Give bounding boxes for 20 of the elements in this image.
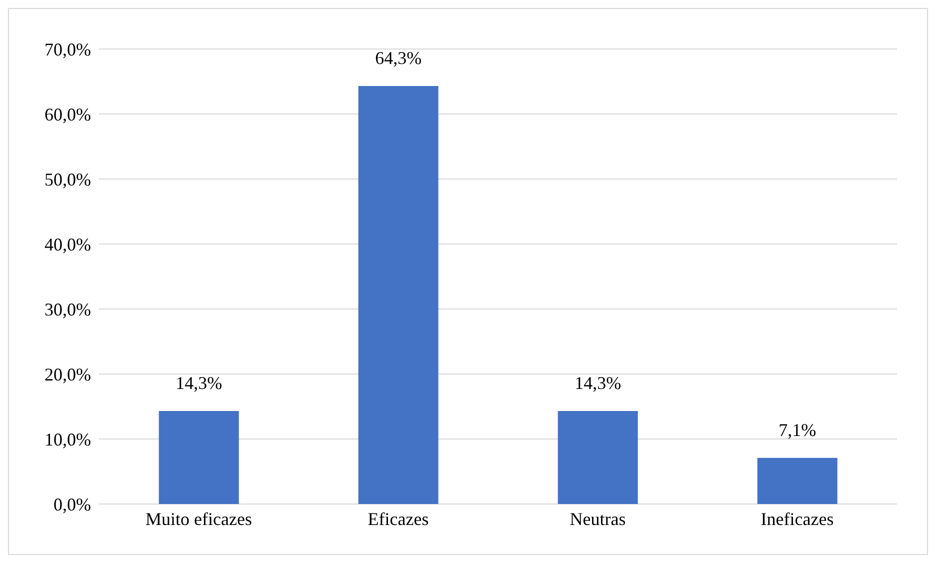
bar xyxy=(358,86,438,504)
x-tick-label: Muito eficazes xyxy=(146,508,252,529)
data-label: 64,3% xyxy=(375,48,422,68)
y-tick-label: 40,0% xyxy=(44,234,91,254)
y-tick-label: 10,0% xyxy=(44,429,91,450)
y-tick-label: 70,0% xyxy=(44,39,91,60)
y-tick-label: 50,0% xyxy=(44,169,91,190)
x-tick-label: Ineficazes xyxy=(760,508,834,529)
y-tick-label: 0,0% xyxy=(54,494,91,514)
bar xyxy=(757,458,838,504)
bar xyxy=(158,411,239,504)
x-tick-label: Neutras xyxy=(570,508,626,529)
x-tick-label: Eficazes xyxy=(368,508,429,529)
data-label: 14,3% xyxy=(176,373,222,394)
data-label: 7,1% xyxy=(778,420,816,440)
bar xyxy=(558,411,638,504)
y-tick-label: 30,0% xyxy=(44,299,91,320)
y-tick-label: 60,0% xyxy=(44,104,91,124)
y-tick-label: 20,0% xyxy=(44,364,91,384)
data-label: 14,3% xyxy=(574,373,622,394)
